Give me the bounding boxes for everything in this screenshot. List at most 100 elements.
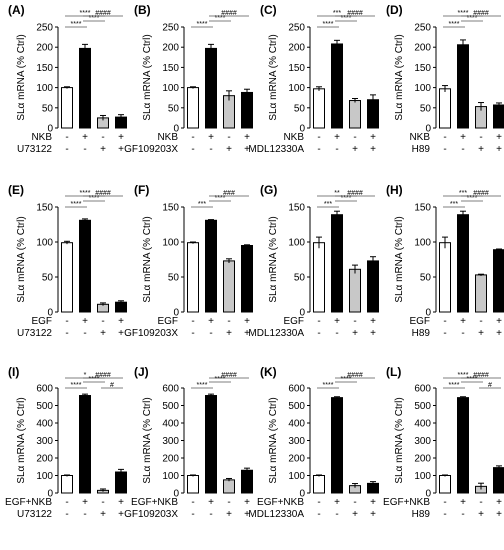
- y-tick-label: 250: [288, 23, 305, 34]
- condition-mark: +: [208, 497, 214, 508]
- y-tick-label: 0: [425, 308, 431, 319]
- y-tick-label: 500: [162, 401, 179, 412]
- condition-mark: +: [478, 328, 484, 339]
- y-tick-label: 100: [162, 471, 179, 482]
- bar: [493, 467, 504, 494]
- bar: [79, 395, 91, 494]
- bar: [457, 397, 469, 494]
- significance-label: ****: [71, 382, 82, 389]
- y-tick-label: 500: [414, 401, 431, 412]
- y-tick-label: 0: [173, 489, 179, 500]
- bar: [115, 116, 127, 129]
- significance-label: ####: [473, 190, 489, 197]
- y-tick-label: 100: [414, 238, 431, 249]
- condition-label: MDL12330A: [248, 144, 304, 155]
- significance-label: ****: [71, 21, 82, 28]
- y-tick-label: 50: [294, 273, 306, 284]
- significance-label: ****: [89, 376, 100, 383]
- significance-label: ####: [347, 190, 363, 197]
- y-tick-label: 50: [294, 103, 306, 114]
- bar: [79, 219, 91, 313]
- condition-mark: -: [353, 497, 356, 508]
- y-axis-label: SLα mRNA (% Ctrl): [268, 216, 279, 302]
- condition-mark: -: [191, 144, 194, 155]
- condition-label: U73122: [17, 144, 52, 155]
- condition-mark: -: [83, 328, 86, 339]
- y-tick-label: 200: [36, 43, 53, 54]
- y-tick-label: 0: [47, 124, 53, 135]
- condition-mark: +: [496, 509, 502, 520]
- y-tick-label: 50: [42, 103, 54, 114]
- significance-label: ***: [450, 201, 458, 208]
- bar: [493, 249, 504, 313]
- condition-label: EGF+NKB: [383, 497, 430, 508]
- bar: [205, 219, 217, 313]
- condition-label: GF109203X: [124, 144, 178, 155]
- condition-mark: +: [244, 497, 250, 508]
- condition-label: H89: [412, 328, 431, 339]
- condition-mark: +: [496, 328, 502, 339]
- condition-label: NKB: [31, 132, 52, 143]
- condition-mark: +: [352, 509, 358, 520]
- significance-label: ****: [467, 376, 478, 383]
- condition-mark: +: [244, 132, 250, 143]
- y-tick-label: 0: [425, 489, 431, 500]
- significance-label: ****: [80, 10, 91, 17]
- condition-mark: -: [443, 132, 446, 143]
- condition-mark: +: [370, 328, 376, 339]
- significance-label: ****: [323, 21, 334, 28]
- panel-label: (A): [8, 3, 25, 17]
- condition-label: NKB: [283, 132, 304, 143]
- y-axis-label: SLα mRNA (% Ctrl): [16, 397, 27, 483]
- significance-label: ****: [215, 15, 226, 22]
- condition-label: U73122: [17, 328, 52, 339]
- y-tick-label: 500: [288, 401, 305, 412]
- y-tick-label: 600: [162, 384, 179, 395]
- condition-mark: +: [118, 497, 124, 508]
- significance-label: ****: [458, 10, 469, 17]
- condition-label: NKB: [409, 132, 430, 143]
- y-tick-label: 300: [36, 436, 53, 447]
- condition-mark: -: [191, 497, 194, 508]
- y-tick-label: 100: [414, 471, 431, 482]
- y-tick-label: 100: [36, 83, 53, 94]
- y-tick-label: 100: [162, 83, 179, 94]
- condition-mark: -: [317, 328, 320, 339]
- condition-mark: +: [478, 144, 484, 155]
- y-tick-label: 600: [414, 384, 431, 395]
- bar: [331, 43, 343, 129]
- y-tick-label: 50: [168, 103, 180, 114]
- bar: [313, 88, 325, 129]
- condition-mark: -: [443, 316, 446, 327]
- condition-mark: -: [443, 328, 446, 339]
- condition-mark: +: [460, 132, 466, 143]
- bar: [439, 88, 451, 129]
- y-tick-label: 150: [288, 203, 305, 214]
- condition-mark: +: [118, 316, 124, 327]
- y-tick-label: 100: [36, 471, 53, 482]
- y-axis-label: SLα mRNA (% Ctrl): [394, 216, 405, 302]
- bar: [367, 99, 379, 129]
- significance-label: ####: [347, 10, 363, 17]
- y-axis-label: SLα mRNA (% Ctrl): [268, 34, 279, 120]
- y-tick-label: 100: [288, 238, 305, 249]
- condition-mark: +: [118, 509, 124, 520]
- condition-label: GF109203X: [124, 509, 178, 520]
- condition-mark: -: [461, 328, 464, 339]
- significance-label: ***: [459, 190, 467, 197]
- significance-label: ***: [333, 10, 341, 17]
- y-tick-label: 600: [288, 384, 305, 395]
- y-tick-label: 500: [36, 401, 53, 412]
- bar: [205, 395, 217, 494]
- condition-mark: -: [209, 144, 212, 155]
- y-tick-label: 0: [425, 124, 431, 135]
- bar: [349, 100, 361, 129]
- panel-i: (I) SLα mRNA (% Ctrl) 0 100 200 300 400 500 600 *…: [5, 365, 127, 520]
- condition-label: EGF: [31, 316, 52, 327]
- condition-mark: -: [317, 144, 320, 155]
- condition-mark: -: [317, 497, 320, 508]
- panel-label: (D): [386, 3, 403, 17]
- significance-label: ####: [473, 10, 489, 17]
